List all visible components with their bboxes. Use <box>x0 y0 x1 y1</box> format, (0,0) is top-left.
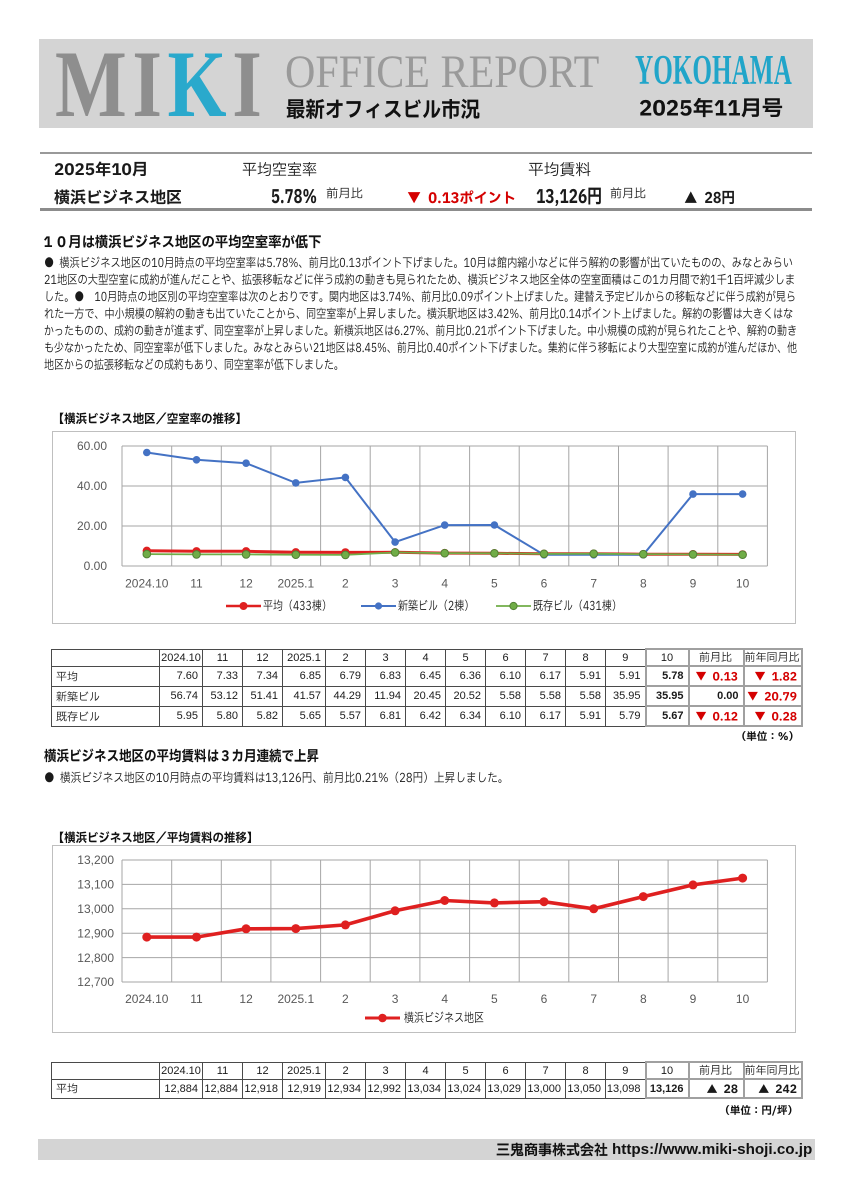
svg-text:2025.1: 2025.1 <box>277 577 314 591</box>
svg-text:5: 5 <box>491 577 498 591</box>
svg-text:2025.1: 2025.1 <box>277 992 314 1006</box>
svg-text:0.00: 0.00 <box>84 559 108 573</box>
svg-text:2: 2 <box>342 577 349 591</box>
svg-text:11: 11 <box>190 992 203 1006</box>
svg-text:2024.10: 2024.10 <box>125 577 169 591</box>
svg-text:12,700: 12,700 <box>77 975 114 989</box>
svg-text:2024.10: 2024.10 <box>125 992 169 1006</box>
svg-text:3: 3 <box>392 992 399 1006</box>
svg-text:13,100: 13,100 <box>77 878 114 892</box>
svg-text:12: 12 <box>239 577 253 591</box>
svg-text:6: 6 <box>541 992 548 1006</box>
svg-text:13,200: 13,200 <box>77 853 114 867</box>
svg-text:8: 8 <box>640 577 647 591</box>
svg-text:5: 5 <box>491 992 498 1006</box>
svg-text:12: 12 <box>239 992 253 1006</box>
svg-text:4: 4 <box>441 577 448 591</box>
svg-text:7: 7 <box>590 577 597 591</box>
svg-text:4: 4 <box>441 992 448 1006</box>
svg-text:13,000: 13,000 <box>77 902 114 916</box>
svg-text:12,900: 12,900 <box>77 926 114 940</box>
svg-text:60.00: 60.00 <box>77 439 107 453</box>
svg-text:9: 9 <box>690 992 697 1006</box>
svg-text:3: 3 <box>392 577 399 591</box>
svg-text:7: 7 <box>590 992 597 1006</box>
svg-text:8: 8 <box>640 992 647 1006</box>
svg-text:6: 6 <box>541 577 548 591</box>
svg-text:2: 2 <box>342 992 349 1006</box>
svg-text:9: 9 <box>690 577 697 591</box>
svg-text:11: 11 <box>190 577 203 591</box>
svg-text:10: 10 <box>736 992 750 1006</box>
svg-text:10: 10 <box>736 577 750 591</box>
svg-text:20.00: 20.00 <box>77 519 107 533</box>
svg-text:40.00: 40.00 <box>77 479 107 493</box>
svg-text:12,800: 12,800 <box>77 951 114 965</box>
